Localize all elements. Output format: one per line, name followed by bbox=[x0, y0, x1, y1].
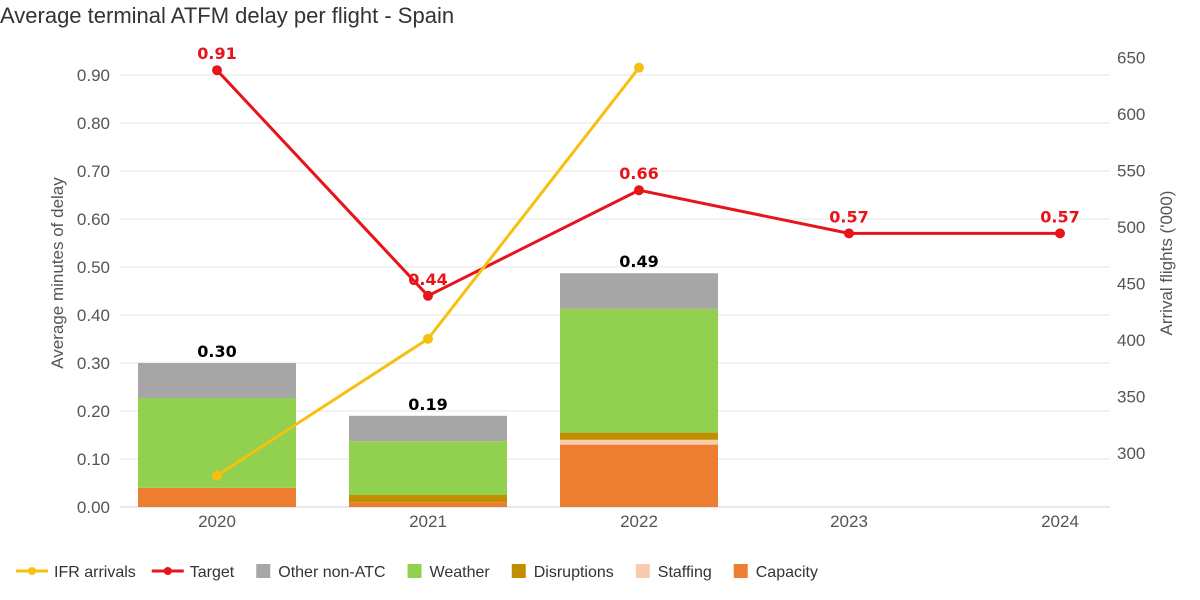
bar-segment-other-non-atc bbox=[560, 273, 718, 309]
x-tick-label: 2024 bbox=[1041, 512, 1079, 531]
chart-title: Average terminal ATFM delay per flight -… bbox=[0, 3, 454, 28]
y-axis-right: 300 350 400 450 500 550 600 650 bbox=[1117, 49, 1145, 464]
y2-tick-label: 600 bbox=[1117, 105, 1145, 124]
x-tick-label: 2022 bbox=[620, 512, 658, 531]
legend-label-other-non-atc: Other non-ATC bbox=[278, 564, 385, 581]
line-series bbox=[212, 62, 1065, 481]
bar-segment-staffing bbox=[560, 439, 718, 445]
target-data-label: 0.57 bbox=[829, 207, 868, 226]
legend-label-capacity: Capacity bbox=[756, 564, 818, 581]
bar-segment-capacity bbox=[560, 444, 718, 507]
ifr-arrivals-point bbox=[634, 62, 644, 73]
bar-segment-weather bbox=[560, 308, 718, 433]
y-tick-label: 0.00 bbox=[77, 498, 110, 517]
target-point bbox=[1055, 228, 1065, 239]
y-tick-label: 0.40 bbox=[77, 306, 110, 325]
ifr-arrivals-point bbox=[423, 333, 433, 344]
target-point bbox=[634, 185, 644, 196]
bar-total-label: 0.19 bbox=[408, 395, 447, 414]
legend-label-weather: Weather bbox=[430, 564, 491, 581]
legend-label-disruptions: Disruptions bbox=[534, 564, 614, 581]
bar-segment-other-non-atc bbox=[349, 415, 507, 442]
y2-tick-label: 350 bbox=[1117, 388, 1145, 407]
legend-label-target: Target bbox=[190, 564, 235, 581]
target-data-label: 0.91 bbox=[197, 44, 236, 63]
target-point bbox=[844, 228, 854, 239]
legend-label-staffing: Staffing bbox=[658, 564, 712, 581]
y2-axis-title: Arrival flights ('000) bbox=[1157, 191, 1176, 336]
legend-swatch-staffing bbox=[635, 564, 650, 578]
y-tick-label: 0.90 bbox=[77, 66, 110, 85]
target-data-label: 0.57 bbox=[1040, 207, 1079, 226]
ifr-arrivals-point bbox=[212, 470, 222, 481]
y2-tick-label: 450 bbox=[1117, 275, 1145, 294]
target-data-label: 0.66 bbox=[619, 164, 658, 183]
legend-swatch-disruptions bbox=[511, 564, 526, 578]
bar-segment-disruptions bbox=[349, 495, 507, 503]
bar-total-label: 0.49 bbox=[619, 252, 658, 271]
legend-swatch-other-non-atc bbox=[256, 564, 271, 578]
legend-swatch-weather bbox=[407, 564, 422, 578]
legend-label-ifr-arrivals: IFR arrivals bbox=[54, 564, 136, 581]
y2-tick-label: 400 bbox=[1117, 331, 1145, 350]
y-tick-label: 0.30 bbox=[77, 354, 110, 373]
y2-tick-label: 500 bbox=[1117, 218, 1145, 237]
y2-tick-label: 300 bbox=[1117, 444, 1145, 463]
y-axis-title: Average minutes of delay bbox=[48, 177, 67, 369]
bar-segment-other-non-atc bbox=[138, 363, 296, 399]
y-tick-label: 0.70 bbox=[77, 162, 110, 181]
y-tick-label: 0.20 bbox=[77, 402, 110, 421]
y-tick-label: 0.10 bbox=[77, 450, 110, 469]
y-tick-label: 0.80 bbox=[77, 114, 110, 133]
y2-tick-label: 550 bbox=[1117, 162, 1145, 181]
x-tick-label: 2020 bbox=[198, 512, 236, 531]
target-point bbox=[212, 65, 222, 76]
x-tick-label: 2023 bbox=[830, 512, 868, 531]
target-data-label: 0.44 bbox=[408, 270, 447, 289]
legend-marker-ifr-arrivals bbox=[28, 567, 36, 575]
y2-tick-label: 650 bbox=[1117, 49, 1145, 68]
bar-segment-weather bbox=[349, 441, 507, 495]
bar-segment-capacity bbox=[138, 487, 296, 507]
bar-segment-capacity bbox=[349, 502, 507, 507]
legend-marker-target bbox=[163, 567, 172, 575]
y-axis-left: 0.00 0.10 0.20 0.30 0.40 0.50 0.60 0.70 0.80 0.90 bbox=[77, 66, 110, 517]
bar-segment-disruptions bbox=[560, 432, 718, 440]
legend-swatch-capacity bbox=[733, 564, 748, 578]
x-tick-label: 2021 bbox=[409, 512, 447, 531]
y-tick-label: 0.60 bbox=[77, 210, 110, 229]
y-tick-label: 0.50 bbox=[77, 258, 110, 277]
data-labels: 0.30 0.19 0.49 0.91 0.44 0.66 0.57 0.57 bbox=[197, 44, 1079, 414]
target-point bbox=[423, 290, 433, 301]
x-axis: 2020 2021 2022 2023 2024 bbox=[198, 512, 1079, 531]
bar-total-label: 0.30 bbox=[197, 342, 236, 361]
legend: IFR arrivals Target Other non-ATC Weather Di… bbox=[16, 564, 818, 581]
